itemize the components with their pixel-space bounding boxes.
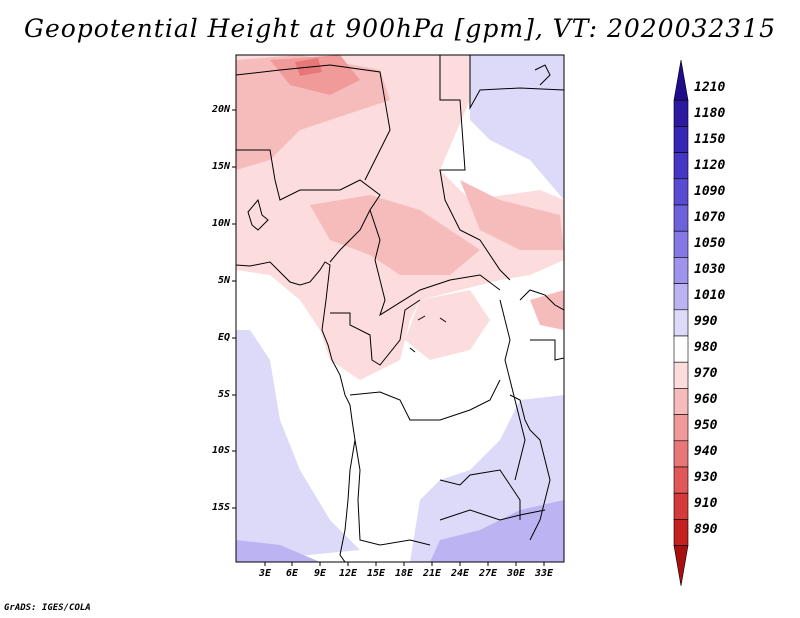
shaded-height-field	[236, 55, 564, 562]
colorbar	[673, 59, 689, 586]
lat-label-15n: 15N	[211, 161, 230, 172]
colorbar-label-1150: 1150	[694, 132, 726, 147]
colorbar-label-1180: 1180	[694, 106, 726, 121]
colorbar-label-910: 910	[694, 496, 718, 511]
colorbar-segment	[673, 466, 689, 494]
colorbar-label-990: 990	[694, 314, 718, 329]
colorbar-label-940: 940	[694, 444, 718, 459]
colorbar-segment	[673, 545, 689, 586]
lon-label-12e: 12E	[338, 568, 358, 579]
lat-label-20n: 20N	[211, 104, 230, 115]
lon-label-6e: 6E	[285, 568, 299, 579]
colorbar-label-1030: 1030	[694, 262, 726, 277]
colorbar-label-1070: 1070	[694, 210, 726, 225]
lon-label-30e: 30E	[506, 568, 526, 579]
colorbar-segment	[673, 257, 689, 284]
colorbar-segment	[673, 126, 689, 153]
colorbar-segment	[673, 361, 689, 389]
lon-label-9e: 9E	[313, 568, 327, 579]
colorbar-segment	[673, 152, 689, 180]
colorbar-label-970: 970	[694, 366, 718, 381]
coastline-borders	[236, 55, 564, 562]
colorbar-label-1050: 1050	[694, 236, 726, 251]
colorbar-label-980: 980	[694, 340, 718, 355]
lon-label-27e: 27E	[478, 568, 498, 579]
colorbar-label-1010: 1010	[694, 288, 726, 303]
colorbar-label-1090: 1090	[694, 184, 726, 199]
map-title: Geopotential Height at 900hPa [gpm], VT:…	[23, 14, 777, 43]
lat-label-5n: 5N	[217, 275, 230, 286]
colorbar-segment	[673, 440, 689, 468]
colorbar-label-1210: 1210	[694, 80, 726, 95]
lat-label-15s: 15S	[211, 502, 230, 513]
colorbar-segment	[673, 204, 689, 232]
colorbar-segment	[673, 230, 689, 258]
lat-label-10n: 10N	[211, 218, 230, 229]
colorbar-segment	[673, 519, 689, 546]
colorbar-segment	[673, 492, 689, 520]
axis-ticks	[232, 109, 545, 566]
plot-frame	[235, 54, 565, 563]
colorbar-segment	[673, 309, 689, 337]
colorbar-segment	[673, 99, 689, 127]
lon-label-24e: 24E	[450, 568, 470, 579]
lon-label-3e: 3E	[258, 568, 272, 579]
lon-label-18e: 18E	[394, 568, 414, 579]
colorbar-segment	[673, 59, 689, 101]
colorbar-segment	[673, 283, 689, 311]
colorbar-segment	[673, 178, 689, 206]
lon-label-21e: 21E	[422, 568, 442, 579]
colorbar-label-960: 960	[694, 392, 718, 407]
lon-label-15e: 15E	[366, 568, 386, 579]
lat-label-5s: 5S	[217, 389, 230, 400]
colorbar-label-950: 950	[694, 418, 718, 433]
colorbar-label-930: 930	[694, 470, 718, 485]
colorbar-segment	[673, 388, 689, 415]
colorbar-segment	[673, 414, 689, 442]
credit-text: GrADS: IGES/COLA	[4, 603, 91, 613]
lat-label-eq: EQ	[217, 332, 230, 343]
lon-label-33e: 33E	[534, 568, 554, 579]
colorbar-label-1120: 1120	[694, 158, 726, 173]
lat-label-10s: 10S	[211, 445, 230, 456]
colorbar-label-890: 890	[694, 522, 718, 537]
colorbar-segment	[673, 335, 689, 363]
